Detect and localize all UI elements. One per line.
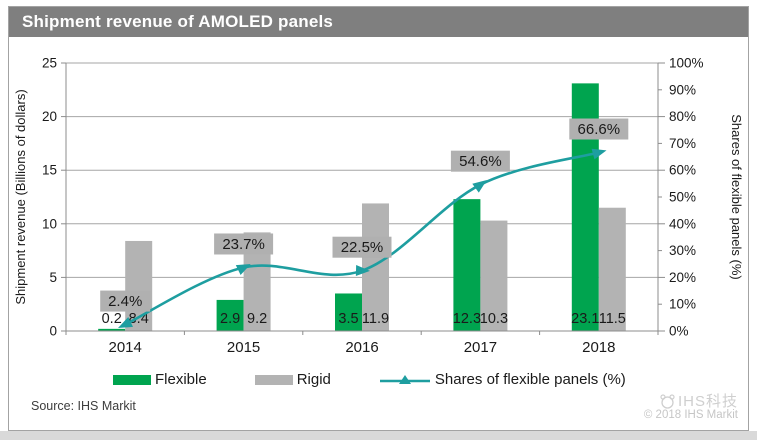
bar-rigid-2017 (480, 220, 508, 331)
bar-flexible-2017 (453, 199, 481, 331)
svg-text:20%: 20% (669, 270, 696, 285)
legend-item-shares: Shares of flexible panels (%) (379, 371, 626, 388)
watermark-brand: IHS科技 (677, 392, 738, 410)
axes (61, 62, 665, 335)
svg-text:50%: 50% (669, 190, 696, 205)
svg-text:10%: 10% (669, 297, 696, 312)
bottom-strip (0, 431, 757, 440)
svg-text:0: 0 (49, 324, 57, 339)
flexible-swatch (113, 374, 151, 385)
legend-item-rigid: Rigid (254, 371, 331, 388)
legend-item-flexible: Flexible (113, 371, 207, 388)
svg-text:40%: 40% (669, 216, 696, 231)
svg-text:90%: 90% (669, 82, 696, 97)
legend-label-shares: Shares of flexible panels (%) (434, 371, 626, 388)
watermark-copyright: © 2018 IHS Markit (643, 409, 738, 421)
bar-value-labels: 0.2 8.4 2.9 9.2 3.5 11.9 12.310.3 23.1 11.5 (102, 311, 626, 327)
svg-text:11.9: 11.9 (362, 311, 389, 327)
svg-text:9.2: 9.2 (247, 311, 267, 327)
svg-text:80%: 80% (669, 109, 696, 124)
x-tick-2016: 2016 (345, 339, 378, 356)
x-tick-2017: 2017 (464, 339, 497, 356)
share-labels: 2.4% 23.7% 22.5% 54.6% 66.6% (100, 118, 629, 312)
panda-logo-icon (660, 394, 675, 409)
right-axis-title: Shares of flexible panels (%) (729, 114, 744, 279)
line-marker-swatch (379, 374, 430, 384)
svg-text:5: 5 (49, 270, 57, 285)
svg-text:11.5: 11.5 (599, 311, 626, 327)
bars (98, 83, 626, 331)
svg-text:66.6%: 66.6% (578, 121, 621, 138)
svg-text:10: 10 (42, 216, 57, 231)
svg-text:12.3: 12.3 (453, 311, 481, 327)
svg-text:54.6%: 54.6% (459, 153, 502, 170)
chart-panel: Shipment revenue of AMOLED panels 0.2 8.4… (8, 6, 749, 431)
source-note: Source: IHS Markit (31, 399, 136, 413)
rigid-swatch (254, 374, 293, 385)
x-tick-2018: 2018 (582, 339, 615, 356)
chart-title: Shipment revenue of AMOLED panels (22, 12, 334, 31)
watermark: IHS科技 © 2018 IHS Markit (644, 393, 738, 422)
chart-svg: 0.2 8.4 2.9 9.2 3.5 11.9 12.310.3 23.1 11.52.4%2… (13, 56, 744, 357)
tick-labels: 0 5 10 15 20 25 0% 10% 20% 30% 40% 50% 60% 70% 80% 90% 1… (42, 56, 704, 357)
bar-flexible-2014 (98, 328, 126, 331)
x-tick-2014: 2014 (109, 339, 142, 356)
svg-text:3.5: 3.5 (338, 311, 358, 327)
svg-text:0%: 0% (669, 324, 689, 339)
legend: Flexible Rigid Shares of flexible panels… (9, 371, 748, 388)
svg-text:25: 25 (42, 56, 57, 71)
svg-text:2.4%: 2.4% (108, 293, 142, 310)
x-tick-2015: 2015 (227, 339, 260, 356)
svg-text:30%: 30% (669, 243, 696, 258)
svg-text:23.7%: 23.7% (222, 236, 265, 253)
svg-text:15: 15 (42, 163, 57, 178)
legend-label-flexible: Flexible (155, 371, 207, 388)
svg-text:23.1: 23.1 (571, 311, 599, 327)
svg-text:10.3: 10.3 (480, 311, 508, 327)
svg-text:70%: 70% (669, 136, 696, 151)
svg-text:100%: 100% (669, 56, 704, 71)
svg-text:20: 20 (42, 109, 57, 124)
legend-label-rigid: Rigid (296, 371, 331, 388)
bar-rigid-2018 (598, 207, 626, 331)
left-axis-title: Shipment revenue (Billions of dollars) (13, 89, 28, 304)
bar-flexible-2015 (216, 299, 244, 331)
svg-text:0.2: 0.2 (102, 311, 122, 327)
bar-rigid-2016 (362, 203, 389, 331)
svg-text:22.5%: 22.5% (341, 239, 384, 256)
svg-text:2.9: 2.9 (220, 311, 240, 327)
title-bar: Shipment revenue of AMOLED panels (9, 7, 748, 37)
plot-area: 0.2 8.4 2.9 9.2 3.5 11.9 12.3 10.3 23.1 11.5 2.4% 2… (9, 37, 748, 366)
bar-flexible-2016 (335, 293, 362, 331)
line-markers (117, 148, 607, 329)
svg-text:60%: 60% (669, 163, 696, 178)
